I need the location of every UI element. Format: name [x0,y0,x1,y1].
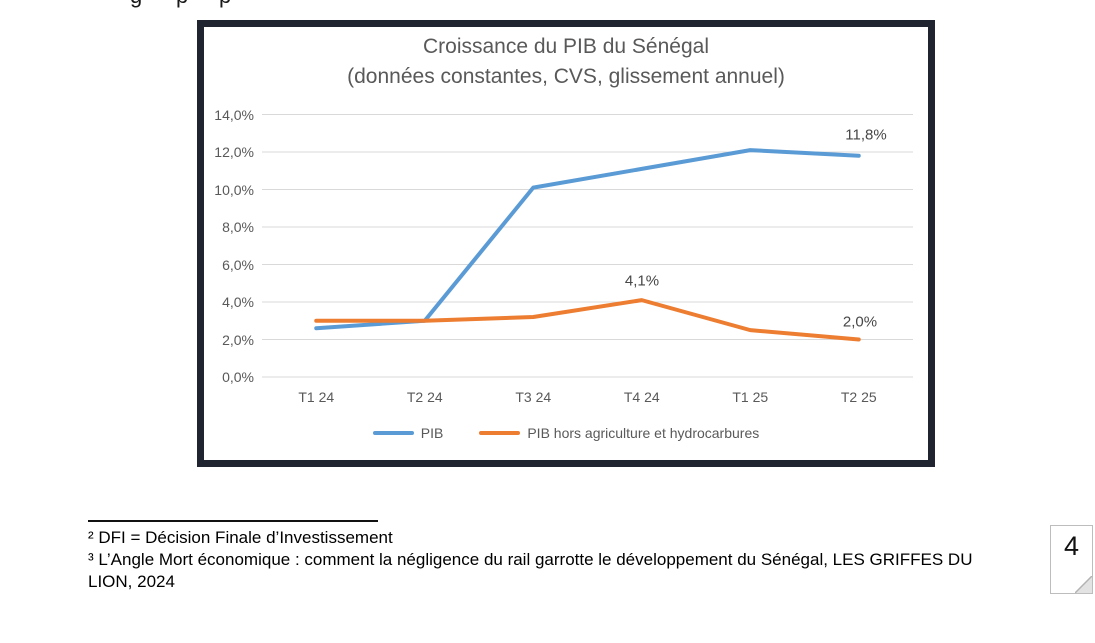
folded-corner-icon [1075,576,1092,593]
pib-hors-line-swatch [479,431,521,435]
legend-item-pib-hors: PIB hors agriculture et hydrocarbures [479,425,759,441]
pib-hors-line [314,298,861,342]
y-tick-label: 2,0% [222,331,254,348]
pib-line-swatch [372,431,414,435]
page-number: 4 [1063,531,1080,561]
chart-subtitle: (données constantes, CVS, glissement ann… [347,65,785,88]
x-tick-label: T4 24 [623,389,660,405]
y-tick-label: 12,0% [214,144,254,160]
page-number-box: 4 [1050,525,1093,594]
plot-area [262,114,913,378]
data-label-hors-t424: 4,1% [624,272,660,290]
x-tick-label: T1 25 [732,389,769,405]
clipped-text-fragment: g [130,0,142,9]
x-tick-label: T2 25 [840,389,877,405]
y-tick-label: 6,0% [222,256,254,273]
clipped-text-fragment: p [219,0,231,9]
legend-label-pib: PIB [420,425,444,441]
chart-legend: PIB PIB hors agriculture et hydrocarbure… [204,425,928,441]
x-tick-label: T3 24 [515,389,552,405]
footnote-3: ³ L’Angle Mort économique : comment la n… [88,550,973,591]
data-label-pib-t225: 11,8% [845,126,887,144]
y-tick-label: 10,0% [214,181,254,198]
legend-item-pib: PIB [372,425,444,441]
chart-title: Croissance du PIB du Sénégal [422,35,709,58]
x-tick-label: T2 24 [406,389,443,405]
legend-label-pib-hors: PIB hors agriculture et hydrocarbures [527,425,760,441]
y-tick-label: 4,0% [222,294,254,310]
data-label-hors-t225: 2,0% [842,313,878,331]
y-tick-label: 0,0% [222,369,254,385]
footnote-2: ² DFI = Décision Finale d’Investissement [88,528,393,547]
y-tick-label: 14,0% [214,106,254,123]
x-tick-label: T1 24 [298,389,335,405]
y-tick-label: 8,0% [222,219,254,235]
footnotes: ² DFI = Décision Finale d’Investissement… [88,527,1020,593]
gdp-growth-chart: Croissance du PIB du Sénégal (données co… [197,20,935,467]
footnote-separator [88,520,378,522]
clipped-text-fragment: p [176,0,188,9]
